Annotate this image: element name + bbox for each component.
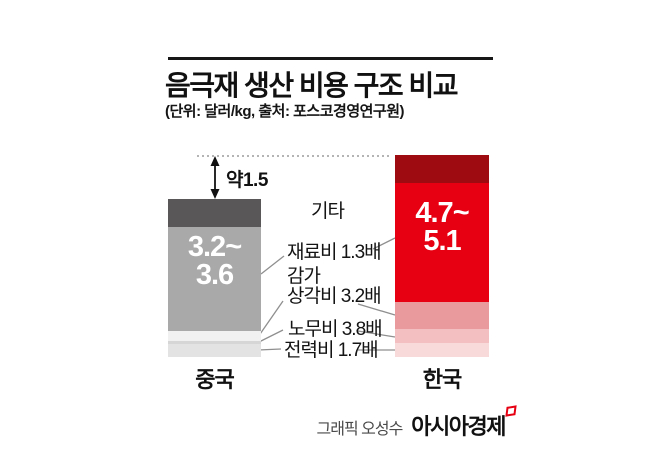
brand-name: 아시아경제	[411, 414, 506, 439]
bar-korea: 4.7~ 5.1	[395, 155, 489, 357]
leader-depreciation-left	[257, 300, 284, 338]
graphic-credit: 그래픽 오성수	[316, 421, 404, 438]
korea-segment-depreciation	[395, 302, 489, 329]
asiae-logo-icon	[505, 405, 517, 417]
footer: 그래픽 오성수 아시아경제	[290, 405, 517, 441]
china-segment-other	[168, 199, 261, 227]
segment-label-power: 전력비 1.7배	[284, 340, 379, 361]
leader-power-left	[257, 348, 282, 351]
china-value-label: 3.2~ 3.6	[187, 231, 242, 291]
gap-annotation-label: 약1.5	[226, 170, 268, 191]
category-label-korea: 한국	[422, 367, 462, 392]
bar-china: 3.2~ 3.6	[168, 199, 261, 357]
china-segment-power	[168, 344, 261, 357]
segment-label-depreciation: 감가 상각비 3.2배	[287, 266, 382, 307]
korea-segment-material	[395, 183, 489, 302]
gap-arrow-head-up	[210, 156, 220, 166]
korea-segment-power	[395, 343, 489, 357]
segment-label-other: 기타	[311, 201, 345, 222]
korea-segment-labor	[395, 329, 489, 343]
china-segment-labor	[168, 341, 261, 344]
korea-value-label: 4.7~ 5.1	[415, 197, 469, 257]
china-segment-material	[168, 227, 261, 331]
china-segment-depreciation	[168, 331, 261, 341]
brand-wrap: 아시아경제	[411, 405, 517, 441]
category-label-china: 중국	[195, 367, 234, 392]
title-top-rule	[168, 57, 493, 60]
leader-material-left	[260, 255, 285, 275]
chart-subtitle: (단위: 달러/kg, 출처: 포스코경영연구원)	[165, 103, 405, 120]
chart-title: 음극재 생산 비용 구조 비교	[165, 70, 458, 101]
korea-segment-other	[395, 155, 489, 183]
segment-label-material: 재료비 1.3배	[287, 242, 382, 263]
gap-arrow-head-down	[210, 189, 220, 199]
segment-label-labor: 노무비 3.8배	[288, 319, 383, 340]
